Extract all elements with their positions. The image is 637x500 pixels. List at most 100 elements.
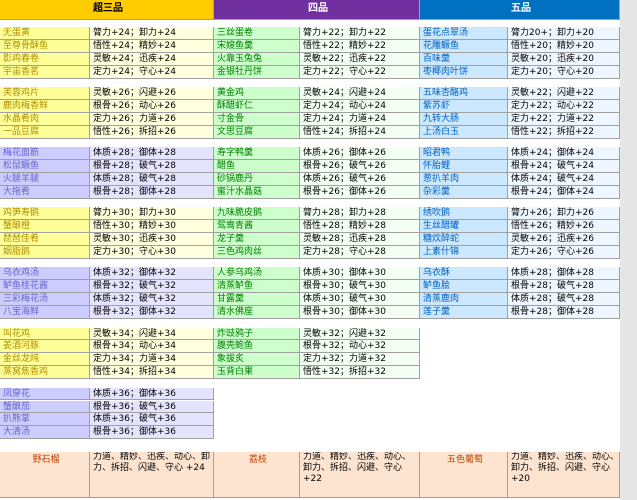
dish-stats: 根骨+32；动心+32 xyxy=(300,340,420,354)
dish-stats: 膂力+28；卸力+28 xyxy=(300,207,420,221)
fruit-stats: 力道、精妙、迅疾、动心、卸力、拆招、闪避、守心 +20 xyxy=(508,452,620,498)
dish-stats: 体质+30；御体+30 xyxy=(300,267,420,281)
dish-stats: 悟性+26；精妙+26 xyxy=(508,220,620,234)
dish-stats: 灵敏+34；闪避+34 xyxy=(90,327,214,341)
dish-stats: 定力+20；守心+20 xyxy=(508,65,620,79)
dish-stats: 根骨+24；破气+24 xyxy=(508,160,620,173)
dish-stats: 悟性+24；精妙+24 xyxy=(90,39,214,53)
dish-name: 蒸窝焦香鸡 xyxy=(0,366,90,380)
dish-stats: 灵敏+30；迅疾+30 xyxy=(90,233,214,246)
dish-name: 生丝醋罐 xyxy=(420,220,508,234)
dish-stats: 悟性+22；精妙+22 xyxy=(300,39,420,53)
dish-name: 无蛋黄 xyxy=(0,27,90,40)
dish-stats: 定力+22；力道+22 xyxy=(508,112,620,126)
dish-name: 清蒸鹿肉 xyxy=(420,293,508,307)
dish-stats: 定力+24；守心+24 xyxy=(90,65,214,79)
dish-stats: 根骨+26；破气+26 xyxy=(300,160,420,173)
dish-name: 清蒸鲈鱼 xyxy=(214,280,300,294)
dish-stats: 悟性+30；精妙+30 xyxy=(90,220,214,234)
dish-name: 大清汤 xyxy=(0,426,90,440)
dish-name: 九转大肠 xyxy=(420,112,508,126)
dish-stats: 悟性+22；拆招+22 xyxy=(508,125,620,139)
dish-name: 绣吹鹅 xyxy=(420,207,508,221)
fruit-stats: 力道、精妙、迅疾、动心、卸力、拆招、闪避、守心 +24 xyxy=(90,452,214,498)
dish-stats: 体质+32；破气+32 xyxy=(90,293,214,307)
dish-stats: 根骨+30；破气+30 xyxy=(300,280,420,294)
dish-stats: 悟性+26；拆招+26 xyxy=(90,125,214,139)
dish-stats: 定力+26；力道+26 xyxy=(90,112,214,126)
dish-stats: 悟性+32；拆招+32 xyxy=(300,366,420,380)
dish-stats: 灵敏+26；闪避+26 xyxy=(90,87,214,100)
dish-stats: 根骨+28；御体+28 xyxy=(90,185,214,199)
dish-name: 梅花面筋 xyxy=(0,147,90,161)
dish-name: 金银牡丹饼 xyxy=(214,65,300,79)
dish-name: 紫苏虾 xyxy=(420,100,508,113)
dish-stats: 体质+26；御体+26 xyxy=(300,147,420,161)
dish-stats: 根骨+32；破气+32 xyxy=(90,280,214,294)
dish-stats: 根骨+36；破气+36 xyxy=(90,400,214,414)
dish-stats: 体质+36；御体+36 xyxy=(90,387,214,401)
scroll-strip xyxy=(620,0,637,500)
dish-name: 杂彩羹 xyxy=(420,185,508,199)
dish-stats: 定力+22；守心+22 xyxy=(300,65,420,79)
dish-stats: 体质+24；御体+24 xyxy=(508,147,620,161)
dish-name: 金丝龙炖 xyxy=(0,353,90,367)
dish-stats: 根骨+32；御体+32 xyxy=(90,306,214,319)
group-header: 超三品 xyxy=(0,0,214,20)
dish-name: 昭君鸭 xyxy=(420,147,508,161)
dish-name: 枣椰肉叶饼 xyxy=(420,65,508,79)
dish-name: 文思豆腐 xyxy=(214,125,300,139)
dish-stats: 膂力+30；卸力+30 xyxy=(90,207,214,221)
dish-name: 乌衣鸡汤 xyxy=(0,267,90,281)
dish-name: 三色鸡肉丝 xyxy=(214,246,300,259)
dish-name: 象拔炙 xyxy=(214,353,300,367)
dish-name: 糖炊醉蛇 xyxy=(420,233,508,246)
dish-stats: 灵敏+26；迅疾+26 xyxy=(508,233,620,246)
dish-stats: 根骨+28；御体+28 xyxy=(508,306,620,319)
dish-stats: 膂力+22；卸力+22 xyxy=(300,27,420,40)
dish-name: 百味羹 xyxy=(420,52,508,66)
dish-stats: 定力+26；守心+26 xyxy=(508,246,620,259)
dish-name: 鲈鱼桂花酱 xyxy=(0,280,90,294)
dish-name: 至尊骨酥鱼 xyxy=(0,39,90,53)
dish-stats: 根骨+28；破气+28 xyxy=(90,160,214,173)
dish-name: 大拖肴 xyxy=(0,185,90,199)
dish-name: 清水佛座 xyxy=(214,306,300,319)
dish-name: 九味脆皮鹅 xyxy=(214,207,300,221)
dish-name: 三丝蛋卷 xyxy=(214,27,300,40)
dish-name: 叫花鸡 xyxy=(0,327,90,341)
dish-name: 五味杏酪鸡 xyxy=(420,87,508,100)
dish-name: 鸡笋寿鹅 xyxy=(0,207,90,221)
dish-name: 宇宙香茗 xyxy=(0,65,90,79)
dish-stats: 灵敏+20；迅疾+20 xyxy=(508,52,620,66)
dish-name: 一品豆腐 xyxy=(0,125,90,139)
dish-stats: 定力+30；守心+30 xyxy=(90,246,214,259)
dish-stats: 体质+28；破气+28 xyxy=(508,293,620,307)
dish-name: 人参乌鸡汤 xyxy=(214,267,300,281)
dish-stats: 灵敏+28；迅疾+28 xyxy=(300,233,420,246)
dish-stats: 根骨+24；御体+24 xyxy=(508,185,620,199)
dish-stats: 膂力20+；卸力+20 xyxy=(508,27,620,40)
dish-name: 三彩梅花汤 xyxy=(0,293,90,307)
dish-stats: 根骨+26；御体+26 xyxy=(300,185,420,199)
dish-name: 鹿肉梅香鲜 xyxy=(0,100,90,113)
dish-name: 琵琶佳肴 xyxy=(0,233,90,246)
dish-name: 凤穿花 xyxy=(0,387,90,401)
dish-name: 影鸡春卷 xyxy=(0,52,90,66)
fruit-name: 野石榴 xyxy=(0,452,90,498)
dish-name: 花雕鳜鱼 xyxy=(420,39,508,53)
dish-name: 玉背白果 xyxy=(214,366,300,380)
dish-stats: 体质+28；御体+28 xyxy=(508,267,620,281)
dish-stats: 灵敏+24；闪避+24 xyxy=(300,87,420,100)
dish-name: 水晶肴肉 xyxy=(0,112,90,126)
dish-name: 芙蓉鸡片 xyxy=(0,87,90,100)
dish-stats: 根骨+36；御体+36 xyxy=(90,426,214,440)
dish-stats: 灵敏+22；闪避+22 xyxy=(508,87,620,100)
dish-name: 腹壳鲍鱼 xyxy=(214,340,300,354)
dish-name: 酥醋虾仁 xyxy=(214,100,300,113)
dish-name: 姻脂鹅 xyxy=(0,246,90,259)
dish-name: 蜜汁水晶菇 xyxy=(214,185,300,199)
dish-name: 蟹酿橙 xyxy=(0,220,90,234)
dish-name: 宋嫂鱼羹 xyxy=(214,39,300,53)
